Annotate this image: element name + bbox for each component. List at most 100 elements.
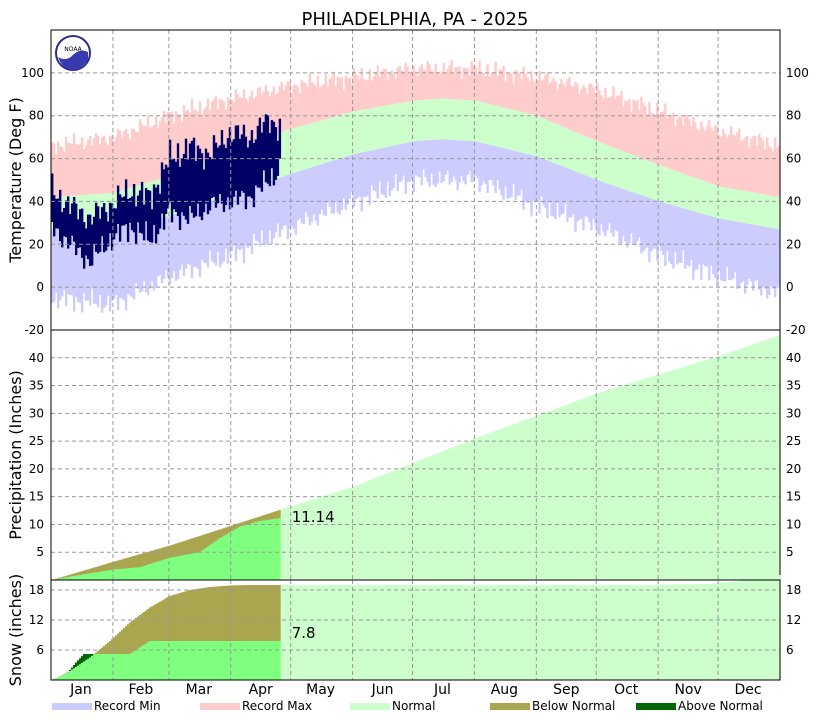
below-normal-bar bbox=[268, 585, 272, 641]
record-max-bar bbox=[702, 127, 705, 181]
normal-range-bar bbox=[434, 99, 437, 140]
record-max-bar bbox=[740, 141, 743, 191]
record-max-bar bbox=[66, 142, 70, 197]
normal-range-bar bbox=[600, 142, 603, 182]
record-min-bar bbox=[632, 192, 635, 244]
normal-cumulative-bar bbox=[778, 335, 781, 580]
normal-cumulative-bar bbox=[702, 361, 705, 580]
normal-range-bar bbox=[322, 119, 326, 164]
record-max-bar bbox=[638, 110, 641, 158]
normal-range-bar bbox=[602, 143, 605, 183]
record-min-bar bbox=[350, 154, 353, 192]
normal-range-bar bbox=[778, 197, 781, 230]
record-max-bar bbox=[52, 143, 56, 198]
normal-range-bar bbox=[632, 155, 635, 193]
record-min-bar bbox=[502, 148, 505, 200]
below-normal-bar bbox=[130, 556, 134, 568]
record-min-bar bbox=[566, 168, 569, 222]
normal-cumulative-bar bbox=[628, 585, 631, 680]
normal-cumulative-bar bbox=[422, 585, 425, 680]
record-max-bar bbox=[602, 98, 605, 144]
normal-range-bar bbox=[580, 134, 583, 174]
record-min-bar bbox=[478, 142, 481, 192]
observed-cumulative-bar bbox=[274, 518, 278, 580]
chart-title: PHILADELPHIA, PA - 2025 bbox=[302, 9, 529, 30]
record-max-bar bbox=[166, 112, 170, 177]
noaa-logo-gull-icon bbox=[58, 50, 88, 70]
normal-range-bar bbox=[582, 135, 585, 175]
normal-cumulative-bar bbox=[592, 585, 595, 680]
below-normal-bar bbox=[192, 537, 196, 554]
record-min-bar bbox=[74, 228, 78, 297]
normal-cumulative-bar bbox=[382, 585, 385, 680]
normal-cumulative-bar bbox=[392, 470, 395, 580]
record-min-bar bbox=[84, 228, 88, 301]
record-max-bar bbox=[312, 83, 316, 123]
record-max-bar bbox=[448, 65, 451, 100]
normal-range-bar bbox=[440, 98, 443, 140]
normal-range-bar bbox=[606, 145, 609, 184]
observed-cumulative-bar bbox=[82, 661, 86, 680]
below-normal-bar bbox=[126, 624, 130, 654]
record-min-bar bbox=[438, 139, 441, 172]
normal-cumulative-bar bbox=[770, 576, 773, 680]
observed-cumulative-bar bbox=[100, 571, 104, 580]
record-min-bar bbox=[656, 200, 659, 261]
record-max-bar bbox=[680, 116, 683, 173]
below-normal-bar bbox=[224, 585, 228, 641]
record-max-bar bbox=[570, 86, 573, 131]
below-normal-bar bbox=[124, 626, 128, 654]
record-min-bar bbox=[76, 228, 80, 303]
normal-range-bar bbox=[518, 111, 521, 153]
y-tick-label-left: 20 bbox=[29, 462, 44, 476]
observed-temp-bar bbox=[66, 196, 70, 249]
y-tick-label-left: 0 bbox=[36, 280, 44, 294]
record-max-bar bbox=[582, 85, 585, 136]
normal-range-bar bbox=[702, 180, 705, 214]
normal-cumulative-bar bbox=[708, 584, 711, 680]
normal-cumulative-bar bbox=[696, 362, 699, 580]
observed-temp-bar bbox=[58, 189, 62, 242]
normal-cumulative-bar bbox=[294, 504, 298, 580]
normal-cumulative-bar bbox=[288, 506, 292, 580]
below-normal-bar bbox=[152, 605, 156, 641]
below-normal-bar bbox=[72, 573, 76, 577]
below-normal-bar bbox=[180, 541, 184, 556]
record-min-bar bbox=[590, 177, 593, 231]
record-max-bar bbox=[622, 106, 625, 152]
y-tick-label-left: 6 bbox=[36, 643, 44, 657]
normal-cumulative-bar bbox=[322, 496, 326, 580]
normal-cumulative-bar bbox=[424, 585, 427, 680]
record-min-bar bbox=[60, 228, 64, 297]
normal-cumulative-bar bbox=[594, 585, 597, 680]
observed-cumulative-bar bbox=[196, 552, 200, 580]
record-min-bar bbox=[702, 214, 705, 265]
above-normal-bar bbox=[70, 667, 74, 670]
record-max-bar bbox=[382, 68, 385, 107]
record-min-bar bbox=[592, 178, 595, 219]
record-max-bar bbox=[696, 128, 699, 179]
record-max-bar bbox=[260, 94, 264, 140]
below-normal-bar bbox=[170, 595, 174, 641]
normal-range-bar bbox=[458, 99, 461, 141]
normal-cumulative-bar bbox=[538, 414, 541, 580]
observed-cumulative-bar bbox=[162, 641, 166, 680]
record-max-bar bbox=[228, 98, 232, 151]
normal-cumulative-bar bbox=[374, 477, 377, 580]
below-normal-bar bbox=[110, 562, 114, 570]
record-max-bar bbox=[346, 78, 349, 114]
record-max-bar bbox=[230, 100, 234, 150]
legend-swatch bbox=[350, 703, 390, 710]
record-min-bar bbox=[636, 193, 639, 242]
record-min-bar bbox=[270, 180, 274, 245]
normal-cumulative-bar bbox=[454, 585, 457, 680]
record-min-bar bbox=[642, 195, 645, 252]
record-min-bar bbox=[230, 195, 234, 251]
normal-cumulative-bar bbox=[664, 584, 667, 680]
normal-cumulative-bar bbox=[608, 389, 611, 580]
normal-cumulative-bar bbox=[634, 381, 637, 580]
above-normal-bar bbox=[78, 658, 82, 665]
observed-cumulative-bar bbox=[96, 654, 100, 680]
normal-range-bar bbox=[710, 183, 713, 217]
record-min-bar bbox=[406, 142, 409, 183]
